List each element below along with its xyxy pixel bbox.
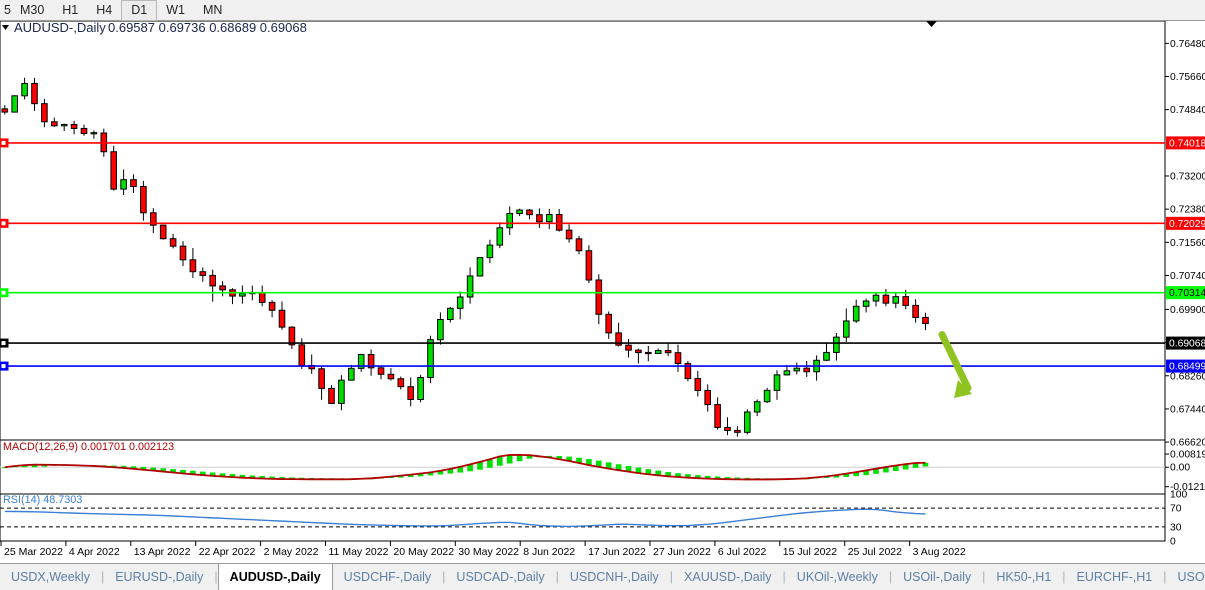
svg-text:AUDUSD-,Daily: AUDUSD-,Daily [14,20,106,35]
svg-text:13 Apr 2022: 13 Apr 2022 [134,546,191,558]
svg-text:2 May 2022: 2 May 2022 [264,546,319,558]
svg-text:27 Jun 2022: 27 Jun 2022 [653,546,711,558]
svg-text:0.67440: 0.67440 [1170,404,1205,415]
svg-text:0.74018: 0.74018 [1169,138,1205,149]
svg-text:25 Jul 2022: 25 Jul 2022 [848,546,902,558]
svg-text:6 Jul 2022: 6 Jul 2022 [718,546,767,558]
svg-text:0.72380: 0.72380 [1170,205,1205,216]
svg-text:RSI(14) 48.7303: RSI(14) 48.7303 [3,494,82,506]
svg-text:17 Jun 2022: 17 Jun 2022 [588,546,646,558]
svg-text:20 May 2022: 20 May 2022 [393,546,454,558]
svg-text:15 Jul 2022: 15 Jul 2022 [783,546,837,558]
svg-text:0.76480: 0.76480 [1170,39,1205,50]
svg-text:0.71560: 0.71560 [1170,238,1205,249]
svg-text:30 May 2022: 30 May 2022 [458,546,519,558]
svg-text:8 Jun 2022: 8 Jun 2022 [523,546,575,558]
svg-text:0.68499: 0.68499 [1169,362,1205,373]
svg-text:0.70740: 0.70740 [1170,271,1205,282]
svg-text:11 May 2022: 11 May 2022 [329,546,389,558]
svg-text:0.73200: 0.73200 [1170,171,1205,182]
svg-text:0.70314: 0.70314 [1169,288,1205,299]
svg-text:0: 0 [1170,537,1176,548]
svg-text:25 Mar 2022: 25 Mar 2022 [4,546,63,558]
svg-text:0.008197: 0.008197 [1170,450,1205,461]
svg-text:3 Aug 2022: 3 Aug 2022 [913,546,966,558]
svg-text:70: 70 [1170,504,1182,515]
svg-text:0.69900: 0.69900 [1170,305,1205,316]
svg-text:4 Apr 2022: 4 Apr 2022 [69,546,120,558]
svg-text:0.74840: 0.74840 [1170,105,1205,116]
svg-text:0.72029: 0.72029 [1169,219,1205,230]
svg-text:0.69068: 0.69068 [1169,339,1205,350]
svg-text:0.66620: 0.66620 [1170,438,1205,449]
svg-text:30: 30 [1170,522,1182,533]
svg-text:100: 100 [1170,490,1187,501]
svg-text:0.68260: 0.68260 [1170,371,1205,382]
svg-text:0.00: 0.00 [1170,463,1190,474]
svg-text:MACD(12,26,9) 0.001701 0.00212: MACD(12,26,9) 0.001701 0.002123 [3,441,174,453]
svg-text:0.69587 0.69736 0.68689 0.6906: 0.69587 0.69736 0.68689 0.69068 [108,20,307,35]
svg-text:0.75660: 0.75660 [1170,72,1205,83]
svg-text:22 Apr 2022: 22 Apr 2022 [199,546,256,558]
